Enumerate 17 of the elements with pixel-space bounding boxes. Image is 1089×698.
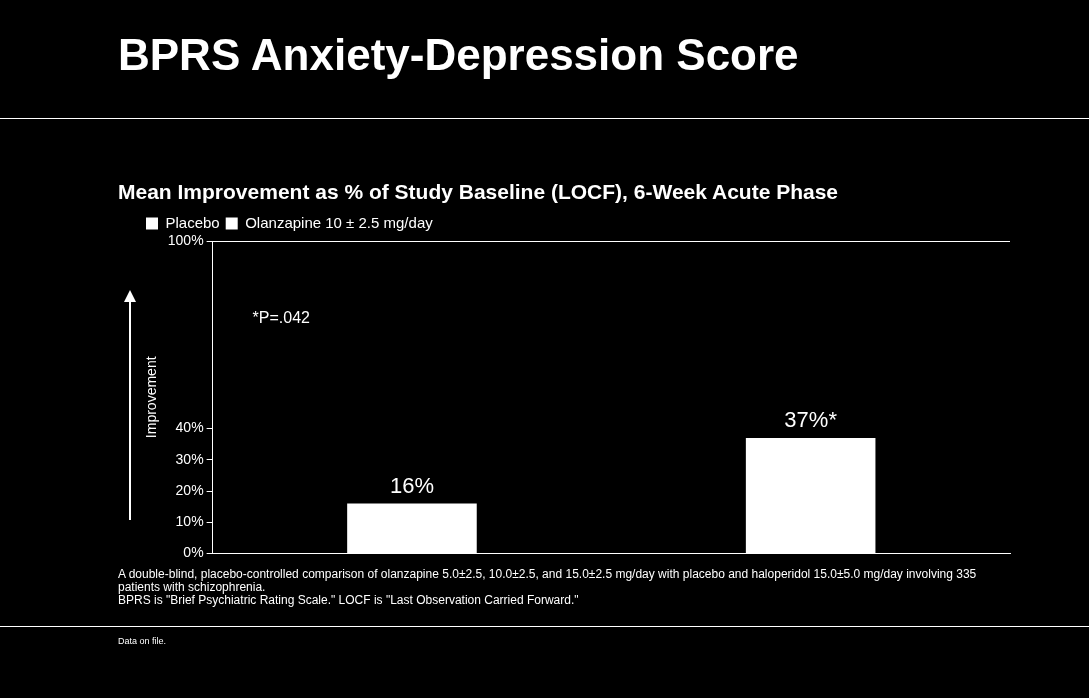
chart-title: BPRS Anxiety-Depression Score	[118, 30, 799, 80]
legend-label: Olanzapine 10 ± 2.5 mg/day	[245, 213, 434, 231]
data-label: 37%*	[784, 407, 838, 432]
text: Data on file.	[118, 636, 167, 646]
data-label: 16%	[389, 472, 434, 498]
annotation: *P=.042	[252, 309, 311, 327]
y-tick-label: 30%	[175, 450, 204, 467]
legend-label: Placebo	[165, 213, 220, 231]
text: A double-blind, placebo-controlled comparison of olanzapine 5.0±2.5, 10.0±2.5, and 15.0±2.5 mg/day with placebo and haloperidol 15.0±5.0 mg/day involving 335 patients with schizophrenia.	[118, 567, 978, 594]
y-tick-label: 0%	[183, 544, 204, 561]
text: BPRS is "Brief Psychiatric Rating Scale." LOCF is "Last Observation Carried Forward."	[118, 593, 580, 607]
y-axis-title: Improvement	[143, 356, 160, 439]
y-tick-label: 20%	[175, 481, 204, 498]
y-tick-label: 10%	[175, 513, 204, 530]
chart-subtitle: Mean Improvement as % of Study Baseline (LOCF), 6-Week Acute Phase	[118, 180, 839, 204]
y-tick-label: 100%	[167, 231, 204, 248]
y-tick-label: 40%	[175, 419, 204, 436]
